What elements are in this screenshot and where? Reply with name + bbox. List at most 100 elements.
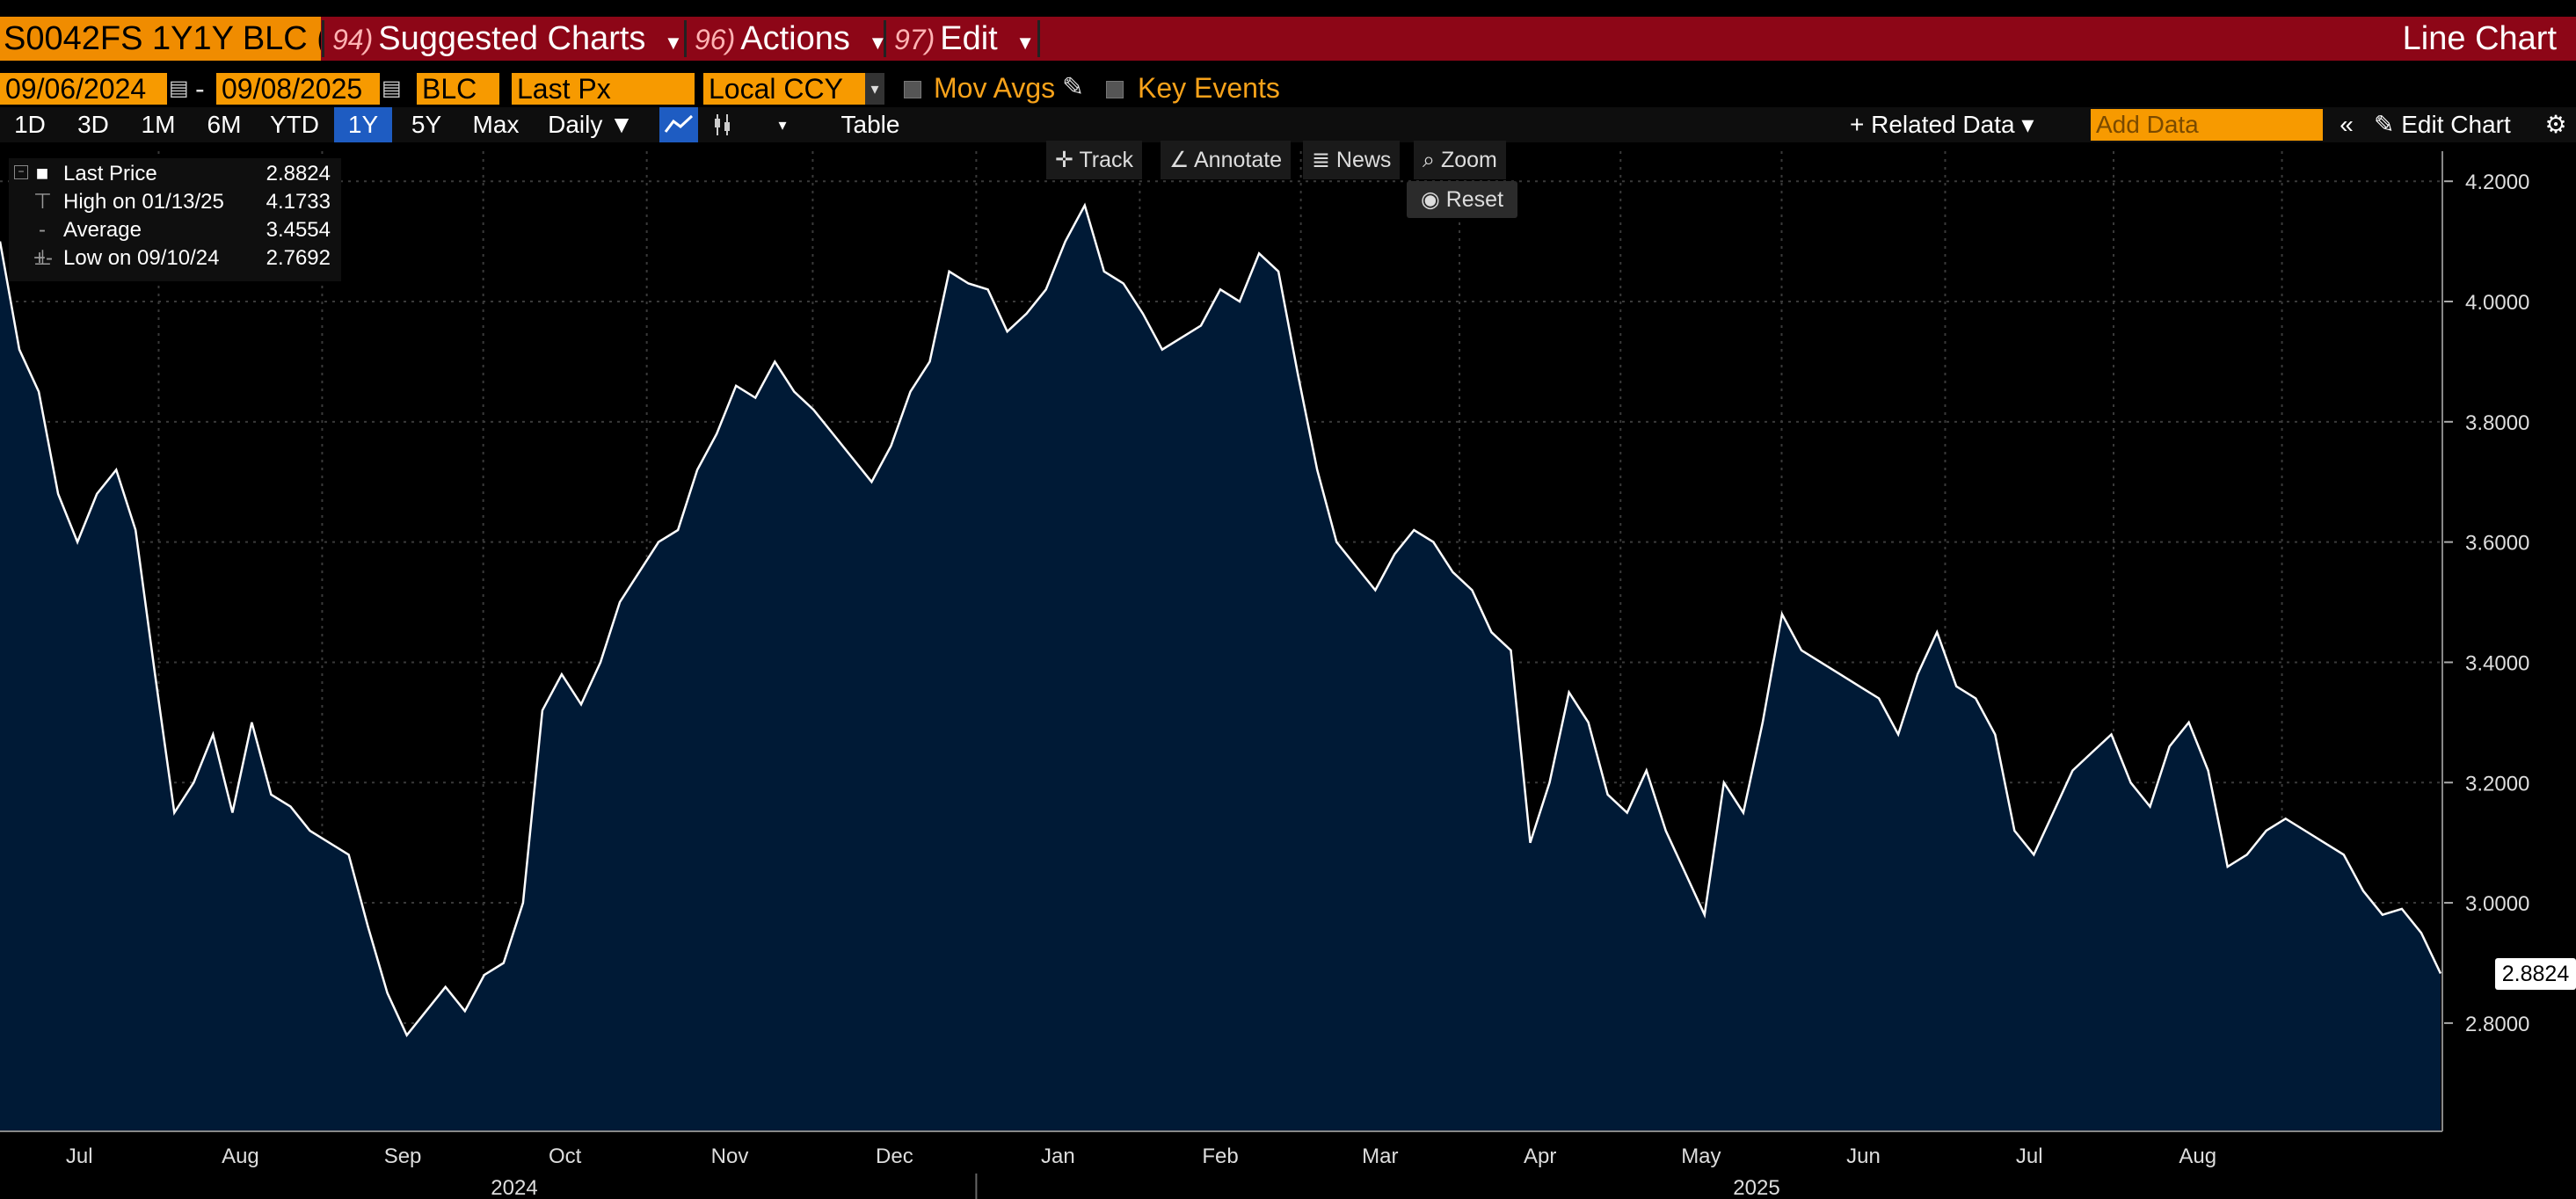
magnifier-icon: ⌕ (1423, 148, 1441, 172)
pencil-icon: ✎ (2374, 111, 2402, 138)
annotate-icon: ∠ (1169, 148, 1194, 172)
x-tick-label: Sep (384, 1144, 422, 1168)
gear-icon[interactable]: ⚙ (2544, 111, 2567, 138)
menu-label: Suggested Charts (378, 20, 646, 57)
line-chart-icon[interactable] (659, 107, 698, 142)
y-tick-label: 4.2000 (2465, 171, 2529, 194)
legend-label: High on 01/13/25 (63, 190, 224, 214)
chart-style-dropdown-icon[interactable]: ▾ (778, 116, 787, 134)
table-button[interactable]: Table (840, 111, 900, 138)
annotate-tool[interactable]: ∠ Annotate (1161, 141, 1292, 179)
chart-type-title: Line Chart (2402, 20, 2557, 57)
calendar-icon[interactable]: ▤ (382, 76, 402, 100)
legend-label: Average (63, 218, 142, 242)
x-tick-label: Feb (1202, 1144, 1238, 1168)
x-tick-label: Nov (711, 1144, 749, 1168)
legend-low: ⊥ Low on 09/10/24 2.7692 (9, 244, 341, 272)
y-tick-label: 2.8000 (2465, 1013, 2529, 1036)
legend-value: 2.7692 (266, 246, 331, 270)
annotate-label: Annotate (1193, 148, 1283, 172)
period-select[interactable]: Daily ▼ (548, 111, 634, 138)
y-tick-label: 4.0000 (2465, 291, 2529, 315)
suggested-charts-menu[interactable]: 94) Suggested Charts ▼ (332, 17, 683, 61)
y-tick-label: 3.0000 (2465, 892, 2529, 916)
edit-chart-button[interactable]: ✎ Edit Chart (2374, 107, 2550, 142)
legend-last-price: ■ Last Price 2.8824 (9, 160, 341, 188)
source-field[interactable]: BLC (417, 73, 499, 105)
range-1y[interactable]: 1Y (334, 107, 392, 142)
x-tick-label: Jul (66, 1144, 93, 1168)
series-line (0, 202, 2442, 1037)
news-tool[interactable]: ≣ News (1303, 141, 1401, 179)
divider (684, 20, 687, 57)
year-label: 2024 (491, 1176, 537, 1199)
high-marker-icon: ⊤ (33, 190, 52, 214)
legend-label: Last Price (63, 162, 157, 185)
dropdown-arrow-icon: ▼ (868, 32, 888, 54)
collapse-legend-icon[interactable]: − (14, 165, 28, 179)
white-square-icon: ■ (35, 162, 49, 185)
range-max[interactable]: Max (472, 111, 520, 138)
x-tick-label: Dec (876, 1144, 913, 1168)
ticker-field[interactable]: S0042FS 1Y1Y BLC ( (0, 17, 321, 61)
calendar-icon[interactable]: ▤ (169, 76, 189, 100)
add-data-input[interactable]: Add Data (2091, 109, 2323, 141)
actions-menu[interactable]: 96) Actions ▼ (695, 17, 887, 61)
date-range-dash: - (195, 73, 205, 105)
range-1m[interactable]: 1M (141, 111, 176, 138)
range-6m[interactable]: 6M (207, 111, 242, 138)
news-icon: ≣ (1312, 148, 1336, 172)
x-tick-label: May (1681, 1144, 1721, 1168)
key-events-label[interactable]: Key Events (1138, 72, 1280, 104)
mov-avgs-checkbox[interactable] (904, 81, 921, 98)
price-chart[interactable]: 2.8000 3.0000 3.2000 3.4000 3.6000 3.8000 4.00… (0, 142, 2576, 1199)
legend-value: 2.8824 (266, 162, 331, 185)
related-data-button[interactable]: + Related Data ▾ (1850, 111, 2034, 138)
x-tick-label: Mar (1362, 1144, 1398, 1168)
zoom-label: Zoom (1440, 148, 1497, 172)
reset-button[interactable]: ◉ Reset (1407, 181, 1517, 218)
top-menu-bar: S0042FS 1Y1Y BLC ( 94) Suggested Charts ▼… (0, 17, 2576, 61)
last-price-tag: 2.8824 (2495, 957, 2576, 990)
end-date-field[interactable]: 09/08/2025 (216, 73, 380, 105)
crosshair-icon: ✛ (1055, 148, 1080, 172)
zoom-tool[interactable]: ⌕ Zoom (1414, 141, 1506, 179)
reset-label: Reset (1445, 187, 1504, 212)
candlestick-icon[interactable] (703, 107, 742, 142)
collapse-icon[interactable]: « (2340, 111, 2354, 138)
news-label: News (1335, 148, 1392, 172)
pencil-icon[interactable]: ✎ (1062, 73, 1085, 102)
y-tick-label: 3.2000 (2465, 772, 2529, 796)
legend-value: 4.1733 (266, 190, 331, 214)
menu-label: Actions (740, 20, 850, 57)
x-tick-label: Apr (1524, 1144, 1556, 1168)
price-field-select[interactable]: Last Px (512, 73, 695, 105)
y-tick-label: 3.8000 (2465, 411, 2529, 435)
start-date-field[interactable]: 09/06/2024 (0, 73, 167, 105)
mov-avgs-label[interactable]: Mov Avgs (934, 72, 1056, 104)
low-marker-icon: ⊥ (33, 246, 52, 270)
x-tick-label: Aug (222, 1144, 259, 1168)
dropdown-arrow-icon: ▼ (664, 32, 683, 54)
dropdown-arrow-icon[interactable]: ▾ (865, 73, 884, 105)
divider (322, 20, 324, 57)
y-tick-label: 3.4000 (2465, 651, 2529, 675)
track-tool[interactable]: ✛ Track (1046, 141, 1143, 179)
range-1d[interactable]: 1D (14, 111, 46, 138)
menu-number: 96) (695, 24, 736, 55)
menu-number: 94) (332, 24, 374, 55)
x-tick-label: Jul (2016, 1144, 2043, 1168)
dropdown-arrow-icon: ▼ (1015, 32, 1036, 54)
reset-icon: ◉ (1420, 187, 1446, 212)
range-ytd[interactable]: YTD (270, 111, 319, 138)
edit-chart-label: Edit Chart (2401, 111, 2511, 138)
divider (884, 20, 886, 57)
range-3d[interactable]: 3D (77, 111, 109, 138)
legend-average: -+- Average 3.4554 (9, 216, 341, 270)
currency-select[interactable]: Local CCY (703, 73, 865, 105)
x-tick-label: Oct (549, 1144, 582, 1168)
range-5y[interactable]: 5Y (411, 111, 442, 138)
edit-menu[interactable]: 97) Edit ▼ (894, 17, 1035, 61)
legend-value: 3.4554 (266, 218, 331, 242)
key-events-checkbox[interactable] (1106, 81, 1124, 98)
